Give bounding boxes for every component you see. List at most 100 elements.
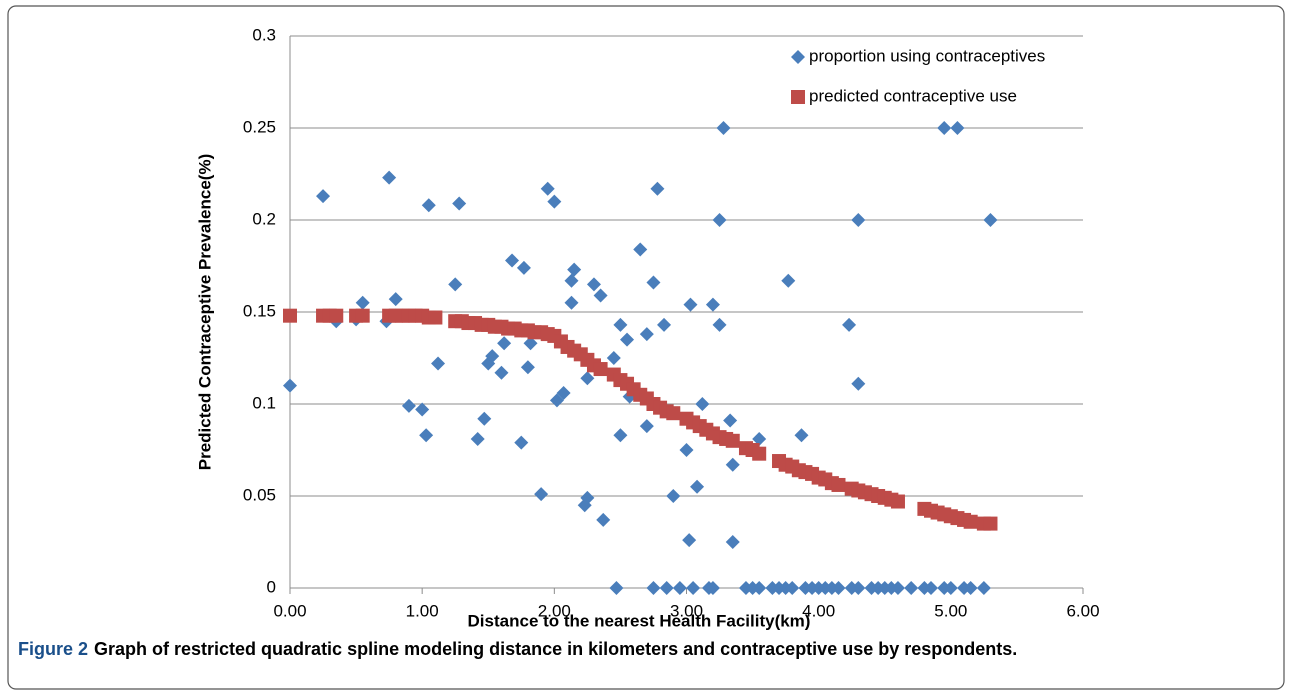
data-point	[943, 581, 958, 595]
data-point	[485, 349, 500, 364]
data-point	[613, 428, 628, 443]
y-tick-label: 0.3	[252, 25, 276, 44]
data-point	[633, 242, 648, 257]
data-point	[606, 351, 621, 365]
data-point	[520, 360, 535, 375]
x-tick-label: 3.00	[670, 601, 703, 620]
data-point	[682, 533, 697, 548]
data-point	[983, 213, 998, 227]
data-point	[794, 428, 809, 443]
y-tick-label: 0.2	[252, 209, 276, 228]
legend-label: proportion using contraceptives	[809, 46, 1045, 65]
y-tick-label: 0.1	[252, 393, 276, 412]
x-axis-label: Distance to the nearest Health Facility(…	[468, 611, 811, 630]
data-point	[382, 170, 397, 185]
data-point	[963, 514, 978, 529]
data-point	[976, 581, 991, 595]
data-point	[752, 446, 767, 461]
data-point	[781, 273, 796, 288]
data-point	[659, 581, 674, 595]
data-point	[851, 213, 866, 227]
data-point	[666, 406, 681, 421]
data-point	[355, 308, 370, 323]
legend-marker	[791, 50, 805, 64]
data-point	[567, 262, 582, 277]
data-point	[725, 535, 740, 549]
data-point	[672, 581, 687, 595]
caption-text: Graph of restricted quadratic spline mod…	[94, 639, 1017, 659]
data-point	[646, 275, 661, 290]
data-point	[534, 487, 549, 502]
data-point	[890, 494, 905, 509]
data-point	[540, 181, 555, 196]
data-point	[448, 277, 463, 292]
data-point	[580, 490, 595, 505]
data-point	[421, 198, 436, 213]
data-point	[904, 581, 919, 595]
data-point	[890, 581, 905, 595]
data-point	[650, 181, 665, 196]
data-point	[712, 213, 727, 227]
data-point	[705, 297, 720, 312]
data-point	[695, 397, 710, 411]
data-point	[679, 443, 694, 457]
data-point	[564, 273, 579, 288]
data-point	[415, 402, 430, 417]
data-point	[556, 385, 571, 400]
data-point	[657, 317, 672, 332]
data-point	[355, 295, 370, 310]
data-point	[924, 581, 939, 595]
data-point	[609, 581, 624, 595]
data-point	[516, 260, 531, 275]
data-point	[705, 581, 720, 595]
data-point	[723, 413, 738, 428]
data-point	[593, 288, 608, 303]
data-point	[596, 512, 611, 527]
data-point	[831, 477, 846, 492]
data-point	[950, 121, 965, 135]
data-point	[983, 516, 998, 531]
x-tick-label: 2.00	[538, 601, 571, 620]
data-point	[725, 433, 740, 448]
data-point	[547, 194, 562, 209]
data-point	[283, 378, 297, 393]
data-point	[283, 308, 297, 323]
data-point	[842, 317, 857, 332]
data-point	[431, 356, 446, 371]
x-tick-label: 6.00	[1066, 601, 1099, 620]
x-tick-label: 5.00	[934, 601, 967, 620]
data-point	[646, 581, 661, 595]
data-point	[683, 297, 698, 312]
legend-marker	[791, 90, 805, 104]
data-point	[329, 308, 344, 323]
y-tick-label: 0.05	[243, 485, 276, 504]
data-point	[401, 398, 416, 413]
data-point	[523, 336, 538, 351]
data-point	[851, 581, 866, 595]
data-point	[470, 431, 485, 446]
data-point	[712, 317, 727, 332]
data-point	[316, 189, 331, 204]
y-tick-label: 0.15	[243, 301, 276, 320]
data-point	[716, 121, 731, 135]
data-point	[419, 428, 434, 443]
data-point	[452, 196, 467, 211]
data-point	[752, 431, 767, 446]
data-point	[514, 435, 529, 450]
data-point	[937, 121, 952, 135]
data-point	[505, 253, 520, 268]
data-point	[388, 292, 403, 307]
caption-label: Figure 2	[18, 639, 88, 659]
data-point	[752, 581, 767, 595]
data-point	[586, 277, 601, 292]
data-point	[851, 376, 866, 391]
data-point	[494, 365, 509, 380]
data-point	[639, 419, 654, 434]
data-point	[666, 489, 681, 503]
data-point	[593, 362, 608, 377]
x-tick-label: 0.00	[273, 601, 306, 620]
plot: 0 0.05 0.1 0.15 0.2 0.25 0.3 0.00 1.00 2.00 3.00 4.…	[243, 25, 1100, 620]
x-tick-label: 4.00	[802, 601, 835, 620]
data-point	[580, 371, 595, 386]
